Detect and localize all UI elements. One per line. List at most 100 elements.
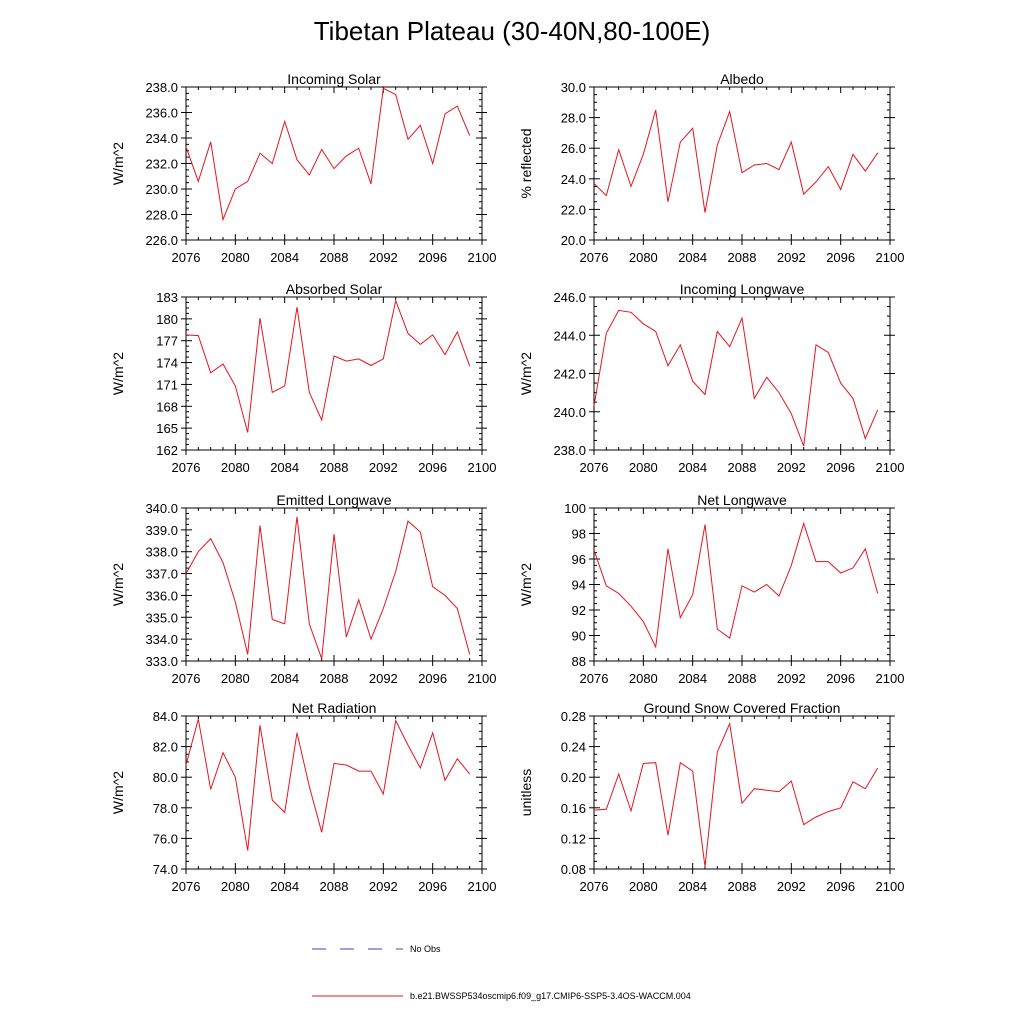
panel-title: Incoming Longwave xyxy=(680,281,805,297)
x-tick-label: 2076 xyxy=(172,879,201,894)
x-tick-label: 2080 xyxy=(221,460,250,475)
x-tick-label: 2088 xyxy=(728,671,757,686)
x-tick-label: 2092 xyxy=(777,879,806,894)
panel-title: Incoming Solar xyxy=(287,71,381,87)
panel-title: Albedo xyxy=(720,71,764,87)
x-tick-label: 2092 xyxy=(777,250,806,265)
x-tick-label: 2084 xyxy=(270,879,299,894)
y-tick-label: 0.28 xyxy=(561,709,586,724)
x-tick-label: 2080 xyxy=(629,671,658,686)
y-tick-label: 335.0 xyxy=(145,610,178,625)
x-tick-label: 2096 xyxy=(418,250,447,265)
y-tick-label: 0.24 xyxy=(561,740,586,755)
plot-frame xyxy=(185,507,483,662)
plot-frame xyxy=(185,86,483,241)
x-tick-label: 2096 xyxy=(418,671,447,686)
x-tick-label: 2080 xyxy=(221,250,250,265)
y-tick-label: 82.0 xyxy=(153,740,178,755)
y-tick-label: 0.20 xyxy=(561,770,586,785)
y-tick-label: 162 xyxy=(156,443,178,458)
x-tick-label: 2076 xyxy=(580,879,609,894)
legend-obs-label: No Obs xyxy=(410,944,441,954)
x-tick-label: 2096 xyxy=(826,671,855,686)
panel-incoming-solar: Incoming Solar W/m^2 2076 2080 2084 2088 2092 2… xyxy=(110,71,496,265)
plot-frame xyxy=(593,715,891,870)
x-tick-label: 2100 xyxy=(468,460,497,475)
x-tick-label: 2088 xyxy=(728,460,757,475)
y-tick-label: 26.0 xyxy=(561,141,586,156)
y-tick-label: 96 xyxy=(572,552,586,567)
x-tick-label: 2084 xyxy=(678,250,707,265)
x-tick-label: 2084 xyxy=(270,250,299,265)
y-tick-label: 0.08 xyxy=(561,862,586,877)
y-axis-label: % reflected xyxy=(518,128,534,198)
y-tick-label: 180 xyxy=(156,312,178,327)
y-tick-label: 240.0 xyxy=(553,405,586,420)
y-tick-label: 338.0 xyxy=(145,545,178,560)
y-tick-label: 183 xyxy=(156,290,178,305)
x-tick-label: 2084 xyxy=(678,460,707,475)
x-tick-label: 2092 xyxy=(369,879,398,894)
plot-frame xyxy=(185,296,483,451)
x-tick-label: 2100 xyxy=(876,671,905,686)
panel-net-radiation: Net Radiation W/m^2 2076 2080 2084 2088 2092 20… xyxy=(110,700,496,894)
x-tick-label: 2076 xyxy=(172,250,201,265)
y-tick-label: 0.16 xyxy=(561,801,586,816)
y-tick-label: 234.0 xyxy=(145,131,178,146)
panel-title: Ground Snow Covered Fraction xyxy=(644,700,841,716)
x-tick-label: 2080 xyxy=(629,879,658,894)
y-tick-label: 90 xyxy=(572,629,586,644)
panel-net-longwave: Net Longwave W/m^2 2076 2080 2084 2088 2092 209… xyxy=(518,492,904,686)
x-tick-label: 2100 xyxy=(876,879,905,894)
series-line xyxy=(185,718,471,851)
y-tick-label: 74.0 xyxy=(153,862,178,877)
y-tick-label: 22.0 xyxy=(561,202,586,217)
y-tick-label: 88 xyxy=(572,654,586,669)
x-tick-label: 2088 xyxy=(728,250,757,265)
x-tick-label: 2080 xyxy=(221,671,250,686)
panel-title: Emitted Longwave xyxy=(276,492,391,508)
x-tick-label: 2100 xyxy=(468,671,497,686)
panel-title: Net Radiation xyxy=(292,700,377,716)
y-tick-label: 171 xyxy=(156,377,178,392)
panel-albedo: Albedo % reflected 2076 2080 2084 2088 2092 209… xyxy=(518,71,904,265)
x-tick-label: 2084 xyxy=(678,879,707,894)
x-tick-label: 2084 xyxy=(678,671,707,686)
y-tick-label: 333.0 xyxy=(145,654,178,669)
y-axis-label: W/m^2 xyxy=(110,771,126,814)
x-tick-label: 2100 xyxy=(468,250,497,265)
panel-incoming-longwave: Incoming Longwave W/m^2 2076 2080 2084 2088 20… xyxy=(518,281,904,475)
x-tick-label: 2092 xyxy=(777,671,806,686)
figure-title: Tibetan Plateau (30-40N,80-100E) xyxy=(314,16,711,46)
panel-title: Absorbed Solar xyxy=(286,281,383,297)
x-tick-label: 2076 xyxy=(580,460,609,475)
y-tick-label: 165 xyxy=(156,421,178,436)
x-tick-label: 2100 xyxy=(876,460,905,475)
x-tick-label: 2076 xyxy=(172,460,201,475)
series-line xyxy=(593,521,879,649)
y-tick-label: 94 xyxy=(572,578,586,593)
y-tick-label: 98 xyxy=(572,527,586,542)
x-tick-label: 2080 xyxy=(221,879,250,894)
y-tick-label: 334.0 xyxy=(145,632,178,647)
x-tick-label: 2084 xyxy=(270,671,299,686)
y-tick-label: 24.0 xyxy=(561,172,586,187)
plot-frame xyxy=(593,86,891,241)
x-tick-label: 2092 xyxy=(369,460,398,475)
x-tick-label: 2096 xyxy=(418,879,447,894)
x-tick-label: 2088 xyxy=(320,250,349,265)
x-tick-label: 2088 xyxy=(320,879,349,894)
x-tick-label: 2096 xyxy=(418,460,447,475)
y-tick-label: 226.0 xyxy=(145,233,178,248)
y-tick-label: 244.0 xyxy=(553,328,586,343)
x-tick-label: 2100 xyxy=(468,879,497,894)
y-tick-label: 177 xyxy=(156,334,178,349)
panel-emitted-longwave: Emitted Longwave W/m^2 2076 2080 2084 2088 209… xyxy=(110,492,496,686)
y-tick-label: 230.0 xyxy=(145,182,178,197)
x-tick-label: 2088 xyxy=(320,671,349,686)
y-tick-label: 339.0 xyxy=(145,523,178,538)
y-axis-label: W/m^2 xyxy=(110,142,126,185)
y-tick-label: 238.0 xyxy=(145,80,178,95)
series-line xyxy=(185,298,471,433)
